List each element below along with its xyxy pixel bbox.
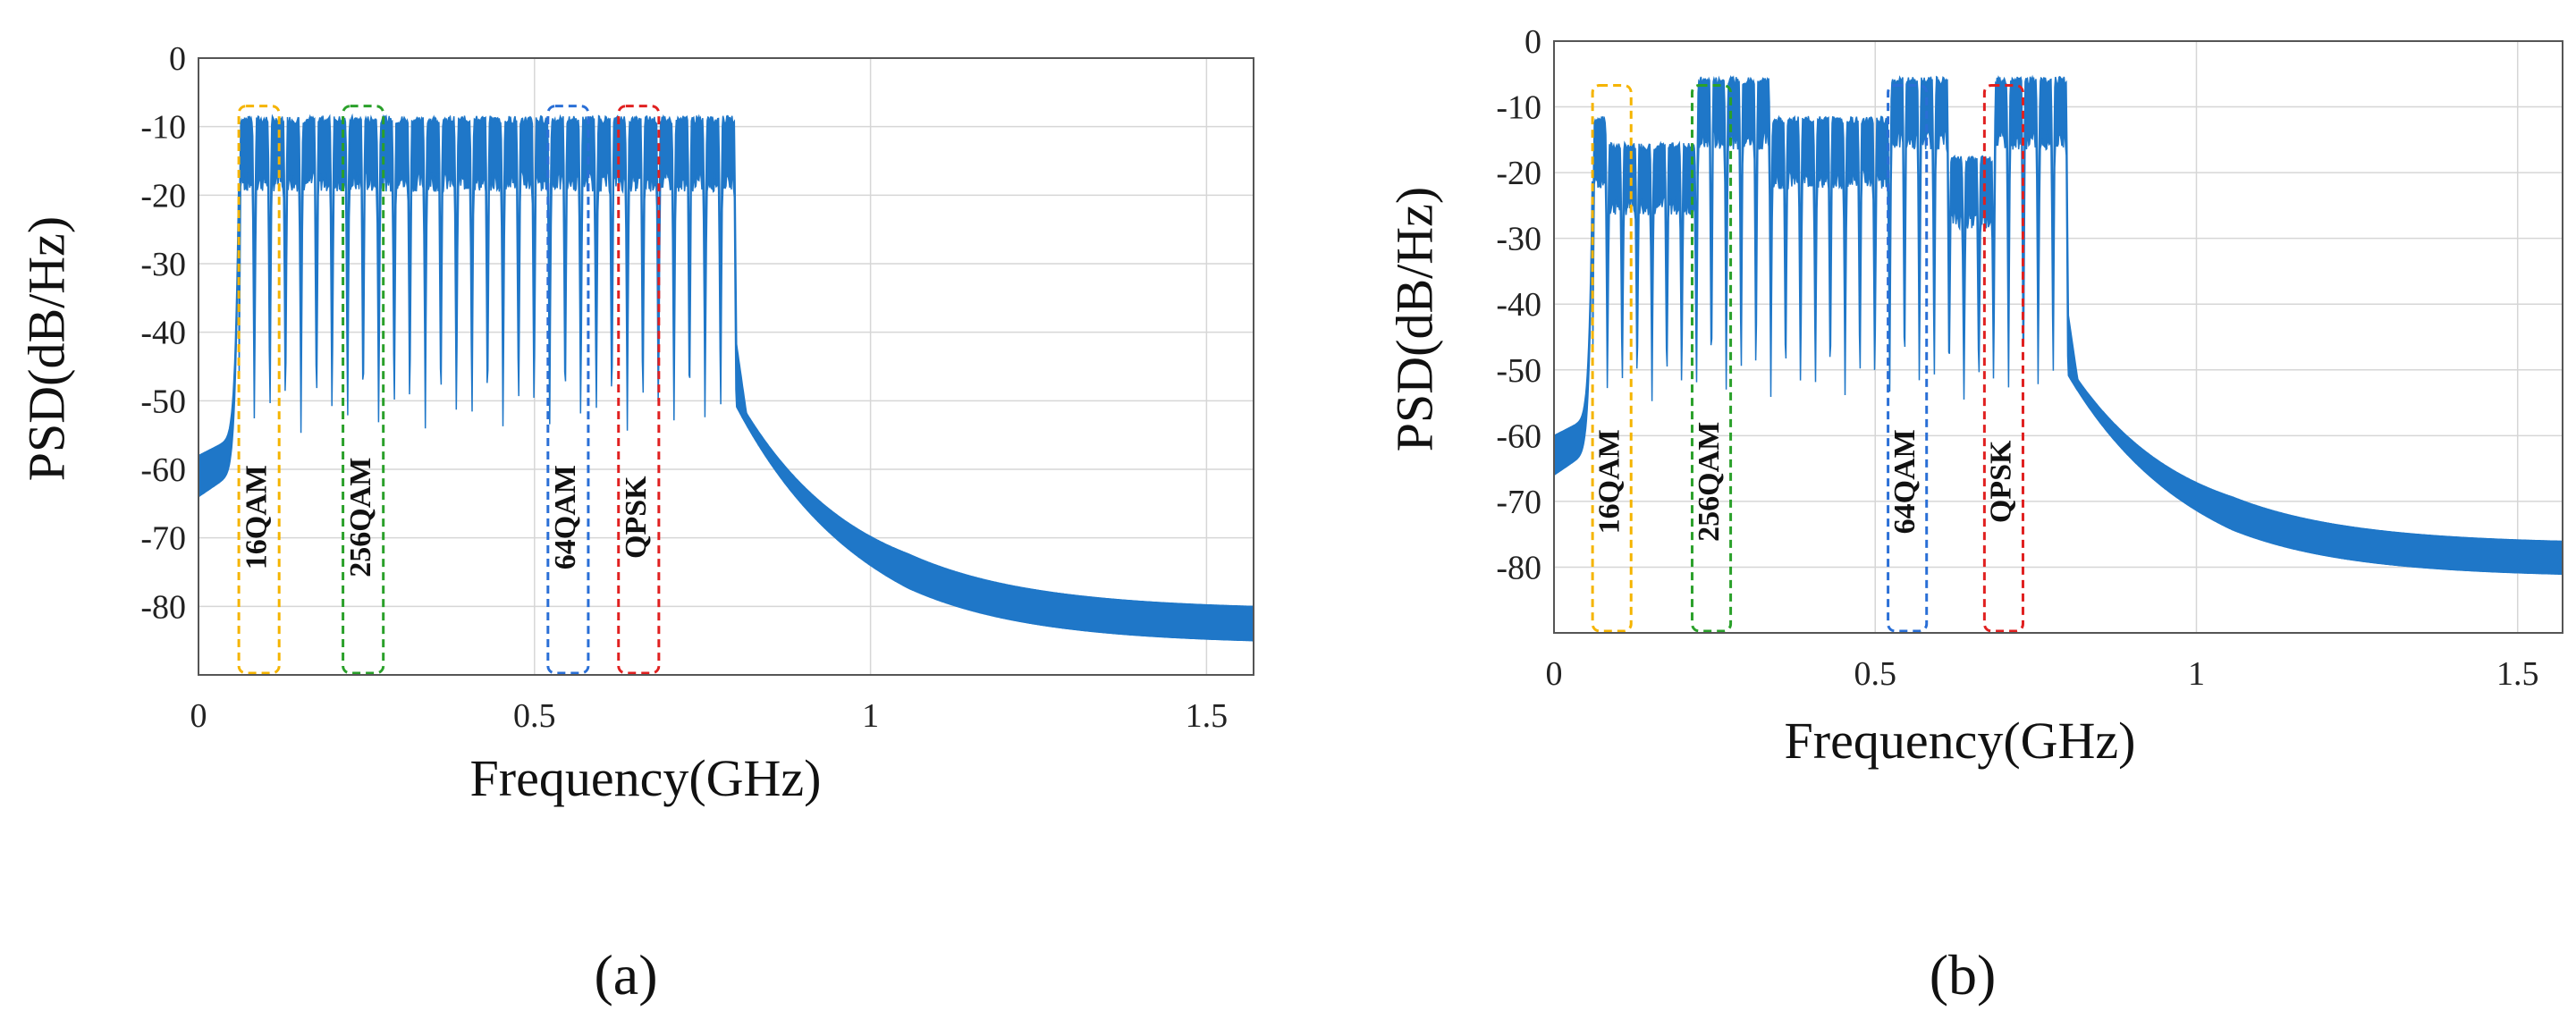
annotation-box-16qam bbox=[1591, 83, 1633, 633]
annotation-box-64qam bbox=[1887, 83, 1929, 633]
annotation-label-256qam: 256QAM bbox=[1693, 422, 1726, 542]
annotation-label-256qam: 256QAM bbox=[344, 458, 377, 577]
annotation-box-16qam bbox=[237, 105, 281, 675]
y-tick-label: -80 bbox=[1496, 549, 1541, 586]
y-tick-label: 0 bbox=[169, 40, 186, 78]
y-tick-label: -60 bbox=[140, 451, 186, 489]
y-tick-label: -40 bbox=[1496, 286, 1541, 324]
panel-b-y-axis-label: PSD(dB/Hz) bbox=[1385, 187, 1443, 451]
annotation-box-qpsk bbox=[617, 105, 661, 675]
panel-b-chart: 16QAM 256QAM 64QAM QPSK 0 -10 -20 -30 -40 -50 -60… bbox=[1385, 23, 2563, 1007]
y-tick-label: -70 bbox=[140, 520, 186, 558]
panel-a-x-axis-label: Frequency(GHz) bbox=[470, 749, 822, 807]
x-tick-label: 0.5 bbox=[1854, 655, 1896, 693]
x-tick-label: 1 bbox=[862, 697, 879, 735]
y-tick-label: 0 bbox=[1524, 23, 1541, 61]
panel-b-plot-frame bbox=[1553, 40, 2563, 634]
panel-a-label: (a) bbox=[594, 943, 657, 1007]
annotation-label-16qam: 16QAM bbox=[1592, 429, 1626, 534]
y-tick-label: -20 bbox=[1496, 155, 1541, 192]
y-tick-label: -30 bbox=[140, 246, 186, 283]
panel-a-plot-frame bbox=[198, 57, 1254, 676]
x-tick-label: 1.5 bbox=[1186, 697, 1229, 735]
annotation-label-64qam: 64QAM bbox=[1888, 429, 1921, 534]
panel-a-gridlines bbox=[198, 57, 1254, 675]
panel-a-y-axis-label: PSD(dB/Hz) bbox=[17, 216, 75, 481]
panel-a-ticks: 0 -10 -20 -30 -40 -50 -60 -70 -80 0 0.5 1 1.5 bbox=[140, 40, 1228, 735]
annotation-label-qpsk: QPSK bbox=[620, 476, 653, 559]
annotation-label-64qam: 64QAM bbox=[549, 465, 582, 569]
panel-a-chart: 16QAM 256QAM 64QAM QPSK 0 -10 -20 -30 -40 -50 -60… bbox=[17, 40, 1254, 1007]
x-tick-label: 0.5 bbox=[513, 697, 556, 735]
y-tick-label: -70 bbox=[1496, 484, 1541, 521]
x-tick-label: 0 bbox=[1546, 655, 1563, 693]
panel-b-x-axis-label: Frequency(GHz) bbox=[1785, 712, 2136, 770]
panel-b-annotations: 16QAM 256QAM 64QAM QPSK bbox=[1591, 83, 2024, 633]
x-tick-label: 1.5 bbox=[2496, 655, 2539, 693]
y-tick-label: -10 bbox=[1496, 89, 1541, 127]
x-tick-label: 1 bbox=[2188, 655, 2205, 693]
annotation-box-256qam bbox=[342, 105, 385, 675]
y-tick-label: -30 bbox=[1496, 221, 1541, 258]
panel-b-ticks: 0 -10 -20 -30 -40 -50 -60 -70 -80 0 0.5 1 1.5 bbox=[1496, 23, 2538, 693]
y-tick-label: -50 bbox=[1496, 352, 1541, 390]
y-tick-label: -50 bbox=[140, 383, 186, 420]
panel-a-annotations: 16QAM 256QAM 64QAM QPSK bbox=[237, 105, 661, 675]
panel-b-gridlines bbox=[1553, 40, 2563, 633]
x-tick-label: 0 bbox=[190, 697, 207, 735]
panel-b-label: (b) bbox=[1930, 943, 1997, 1007]
annotation-box-64qam bbox=[546, 105, 590, 675]
annotation-box-qpsk bbox=[1982, 83, 2024, 633]
y-tick-label: -60 bbox=[1496, 417, 1541, 455]
y-tick-label: -40 bbox=[140, 315, 186, 352]
y-tick-label: -10 bbox=[140, 109, 186, 147]
y-tick-label: -80 bbox=[140, 588, 186, 626]
y-tick-label: -20 bbox=[140, 177, 186, 215]
annotation-box-256qam bbox=[1690, 83, 1733, 633]
annotation-label-16qam: 16QAM bbox=[240, 465, 273, 569]
annotation-label-qpsk: QPSK bbox=[1985, 440, 2018, 523]
